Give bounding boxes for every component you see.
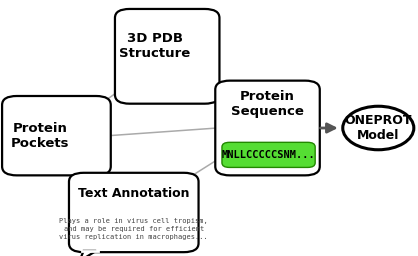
FancyBboxPatch shape: [222, 142, 315, 167]
Text: 3D PDB
Structure: 3D PDB Structure: [119, 32, 190, 60]
Text: Protein
Pockets: Protein Pockets: [10, 122, 69, 150]
Text: Protein
Sequence: Protein Sequence: [231, 90, 304, 118]
Polygon shape: [79, 251, 96, 256]
Text: MNLLCCCCCSNM...: MNLLCCCCCSNM...: [222, 150, 316, 160]
Text: Text Annotation: Text Annotation: [78, 187, 189, 200]
Text: ONEPROT
Model: ONEPROT Model: [344, 114, 412, 142]
FancyBboxPatch shape: [69, 173, 199, 252]
FancyBboxPatch shape: [215, 81, 320, 175]
FancyBboxPatch shape: [2, 96, 111, 175]
Text: Plays a role in virus cell tropism,
and may be required for efficient
virus repl: Plays a role in virus cell tropism, and …: [59, 218, 208, 240]
Circle shape: [343, 106, 414, 150]
FancyBboxPatch shape: [115, 9, 219, 104]
